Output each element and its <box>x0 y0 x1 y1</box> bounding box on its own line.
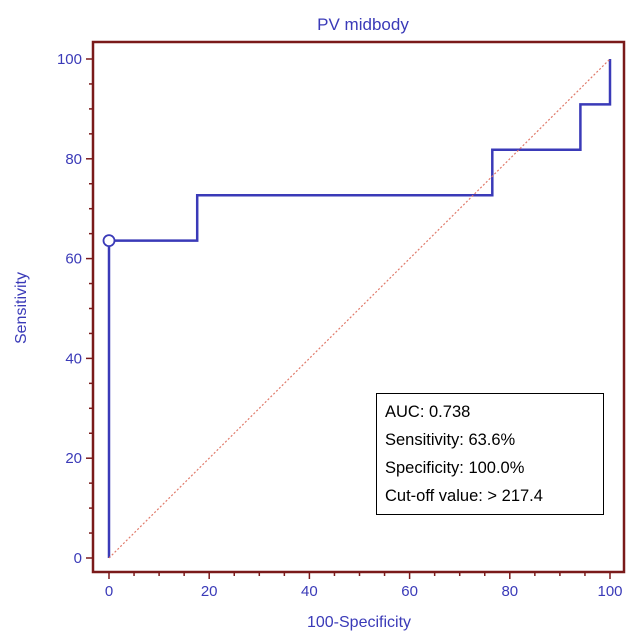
sensitivity-text: Sensitivity: 63.6% <box>385 431 516 449</box>
cutoff-marker <box>102 234 116 248</box>
y-axis-label: Sensitivity <box>13 272 30 344</box>
y-axis-ticks: 0 20 40 60 80 100 <box>57 51 93 567</box>
y-tick-label: 100 <box>57 51 82 68</box>
reference-diagonal-line <box>108 58 611 559</box>
plot-frame <box>91 40 626 574</box>
x-tick-label: 0 <box>105 583 113 600</box>
roc-curve-line <box>107 59 612 558</box>
x-axis-label: 100-Specificity <box>307 614 411 631</box>
y-tick-label: 80 <box>65 151 82 168</box>
x-tick-label: 20 <box>201 583 218 600</box>
cutoff-text: Cut-off value: > 217.4 <box>385 487 543 505</box>
x-tick-label: 40 <box>301 583 318 600</box>
specificity-text: Specificity: 100.0% <box>385 459 525 477</box>
x-axis-ticks: 0 20 40 60 80 100 <box>105 572 623 600</box>
x-tick-label: 100 <box>597 583 622 600</box>
x-tick-label: 80 <box>501 583 518 600</box>
y-tick-label: 20 <box>65 450 82 467</box>
x-tick-label: 60 <box>401 583 418 600</box>
y-tick-label: 40 <box>65 350 82 367</box>
y-tick-label: 0 <box>74 550 82 567</box>
auc-text: AUC: 0.738 <box>385 403 471 421</box>
series-layer <box>102 58 612 559</box>
stats-box: AUC: 0.738 Sensitivity: 63.6% Specificit… <box>376 393 604 515</box>
y-tick-label: 60 <box>65 251 82 268</box>
chart-title: PV midbody <box>317 15 409 34</box>
